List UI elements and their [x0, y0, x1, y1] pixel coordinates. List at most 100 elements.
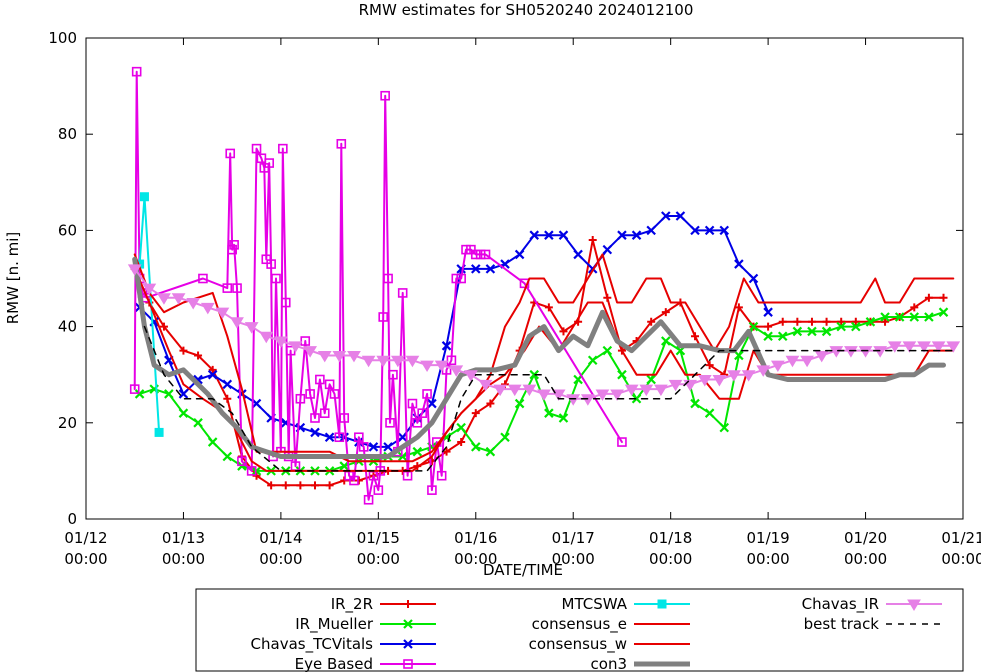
legend-item-consensus-w: consensus_w	[529, 635, 690, 654]
chavas-tcvitals-point	[441, 341, 452, 351]
ir-2r-point	[705, 361, 714, 370]
x-tick-time: 00:00	[746, 550, 789, 568]
eye-based-point	[470, 249, 481, 260]
legend-item-consensus-e: consensus_e	[532, 615, 690, 634]
x-tick-date: 01/19	[746, 529, 789, 547]
legend-label: consensus_e	[532, 615, 627, 634]
ir-mueller-point	[763, 331, 773, 341]
x-tick-date: 01/18	[649, 529, 692, 547]
ir-2r-point	[354, 476, 363, 485]
ir-mueller-point	[777, 331, 788, 341]
eye-based-point	[373, 485, 384, 495]
eye-based-point	[315, 374, 325, 385]
series-layer	[127, 66, 961, 505]
chavas-ir-point	[478, 379, 493, 392]
eye-based-point	[251, 143, 262, 154]
ir-mueller-point	[500, 432, 510, 443]
chavas-tcvitals-point	[602, 244, 613, 255]
legend-item-con3: con3	[591, 655, 690, 672]
mtcswa-point	[139, 192, 149, 202]
ir-2r-point	[734, 303, 743, 312]
ir-2r-point	[281, 481, 290, 490]
chavas-ir-point	[215, 307, 230, 320]
ir-2r-point	[822, 317, 831, 326]
chavas-tcvitals-point	[690, 225, 700, 236]
chavas-tcvitals-point	[617, 230, 627, 240]
eye-based-point	[310, 413, 320, 423]
consensus-e-line	[133, 253, 955, 463]
ir-2r-point	[267, 481, 276, 490]
eye-based-point	[412, 417, 423, 428]
ir-mueller-point	[587, 355, 598, 366]
chavas-ir-point	[683, 379, 698, 392]
eye-based-point	[378, 312, 389, 322]
chavas-ir-point	[332, 350, 347, 363]
legend-frame	[195, 588, 964, 672]
ir-mueller-point	[734, 350, 744, 361]
ir-2r-point	[340, 476, 349, 485]
x-tick-date: 01/12	[64, 529, 107, 547]
eye-based-point	[295, 393, 306, 404]
legend-item-best-track: best track	[804, 615, 942, 633]
chavas-ir-point	[493, 384, 508, 397]
eye-based-point	[380, 90, 390, 101]
ir-mueller-point	[485, 446, 496, 457]
legend-marker	[657, 599, 667, 609]
eye-based-point	[475, 249, 486, 260]
ir-2r-point	[939, 293, 948, 302]
x-tick-time: 00:00	[844, 550, 887, 568]
ir-2r-point	[252, 471, 261, 480]
x-tick-date: 01/17	[552, 529, 595, 547]
chavas-tcvitals-point	[222, 379, 233, 390]
chavas-tcvitals-point	[734, 259, 744, 269]
ir-mueller-point	[456, 422, 466, 433]
ir-mueller-point	[924, 312, 934, 322]
eye-based-point	[480, 249, 491, 260]
chavas-tcvitals-point	[675, 211, 686, 221]
eye-based-point	[407, 398, 418, 409]
y-tick-label: 100	[48, 29, 77, 47]
chavas-tcvitals-point	[251, 398, 262, 409]
chavas-ir-point	[844, 346, 858, 358]
chavas-ir-point	[610, 389, 624, 401]
y-tick-label: 60	[58, 221, 77, 239]
eye-based-point	[225, 148, 236, 159]
chavas-ir-point	[157, 293, 171, 305]
x-tick-time: 00:00	[552, 550, 595, 568]
chavas-tcvitals-point	[471, 264, 481, 274]
series-consensus-e	[133, 253, 955, 463]
legend-label: IR_2R	[331, 595, 373, 614]
y-tick-label: 80	[58, 125, 77, 143]
eye-based-point	[280, 297, 291, 308]
chavas-ir-point	[171, 293, 186, 305]
ir-mueller-point	[207, 437, 218, 447]
ir-mueller-point	[894, 312, 905, 322]
legend-label: best track	[804, 615, 880, 633]
chavas-ir-point	[902, 341, 917, 353]
series-consensus-w	[133, 267, 955, 472]
chavas-ir-point	[887, 341, 902, 353]
chavas-ir-point	[770, 360, 785, 373]
legend-label: con3	[591, 655, 627, 672]
ir-mueller-point	[617, 369, 627, 380]
eye-based-point	[229, 240, 239, 250]
legend-marker	[907, 599, 921, 611]
ir-mueller-point	[339, 461, 350, 471]
legend-item-mtcswa: MTCSWA	[562, 595, 690, 613]
ir-2r-point	[603, 293, 612, 302]
chavas-ir-point	[434, 360, 449, 373]
eye-based-point	[129, 384, 140, 394]
ir-mueller-point	[938, 307, 949, 317]
chart-title: RMW estimates for SH0520240 2024012100	[359, 1, 694, 19]
chavas-ir-point	[858, 346, 873, 358]
chavas-ir-point	[244, 322, 259, 334]
chavas-ir-point	[420, 360, 434, 373]
x-tick-time: 00:00	[357, 550, 400, 568]
x-tick-time: 00:00	[649, 550, 692, 568]
ir-mueller-point	[631, 393, 642, 404]
eye-based-point	[383, 273, 393, 284]
ir-mueller-point	[661, 336, 671, 346]
best-track-line	[143, 325, 955, 472]
ir-2r-point	[807, 317, 816, 326]
